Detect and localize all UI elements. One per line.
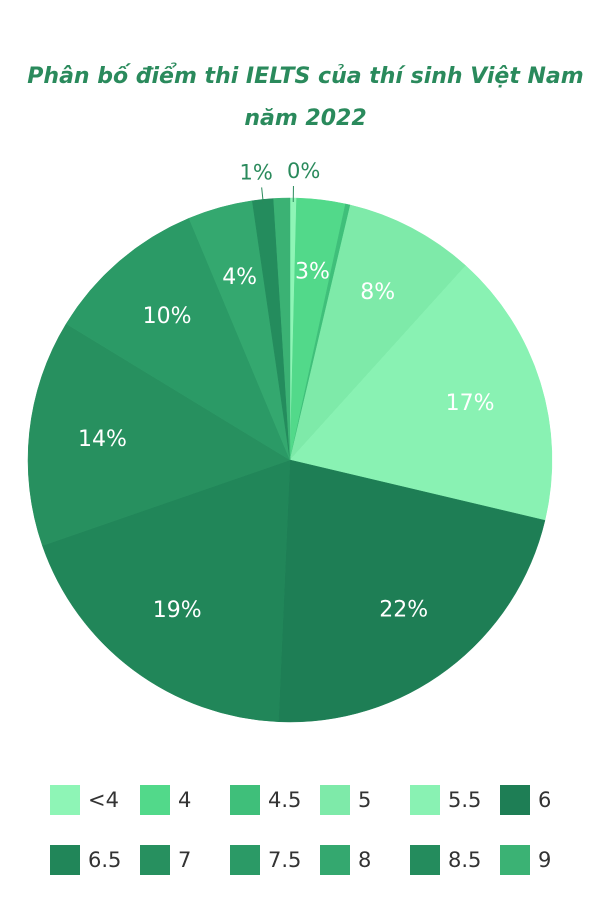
pie-slice (273, 197, 291, 461)
slice-label: 10% (143, 304, 192, 329)
slice-label: 3% (295, 260, 330, 285)
legend-label: 4.5 (268, 788, 301, 812)
pie-slice (65, 217, 291, 461)
legend-swatch (320, 785, 350, 815)
legend-label: 8 (358, 848, 371, 872)
slice-label: 22% (379, 597, 428, 622)
slice-label: 0% (287, 159, 320, 183)
legend-label: 6 (538, 788, 551, 812)
legend-label: <4 (88, 788, 119, 812)
pie-slice (278, 459, 546, 723)
slice-label: 19% (153, 598, 202, 623)
leader-line (261, 187, 264, 204)
slice-label: 8% (360, 280, 395, 305)
slice-label: 1% (240, 161, 273, 185)
pie-slice (42, 459, 291, 723)
slice-label: 14% (78, 427, 127, 452)
legend-swatch (410, 785, 440, 815)
legend-label: 5.5 (448, 788, 481, 812)
legend-swatch (140, 785, 170, 815)
slice-label: 4% (222, 265, 257, 290)
legend-swatch (410, 845, 440, 875)
legend-swatch (500, 845, 530, 875)
chart-title: Phân bố điểm thi IELTS của thí sinh Việt… (27, 64, 584, 131)
legend-swatch (140, 845, 170, 875)
legend-swatch (500, 785, 530, 815)
legend-swatch (50, 845, 80, 875)
legend-swatch (230, 785, 260, 815)
legend-swatch (230, 845, 260, 875)
legend-label: 7 (178, 848, 191, 872)
pie-slice (27, 323, 291, 546)
pie-slice (289, 265, 553, 521)
legend-label: 5 (358, 788, 371, 812)
slice-label: 17% (446, 391, 495, 416)
legend-label: 8.5 (448, 848, 481, 872)
legend-label: 6.5 (88, 848, 121, 872)
legend-swatch (320, 845, 350, 875)
pie-slice (289, 204, 467, 461)
legend-label: 4 (178, 788, 191, 812)
legend-swatch (50, 785, 80, 815)
legend-label: 9 (538, 848, 551, 872)
legend-label: 7.5 (268, 848, 301, 872)
